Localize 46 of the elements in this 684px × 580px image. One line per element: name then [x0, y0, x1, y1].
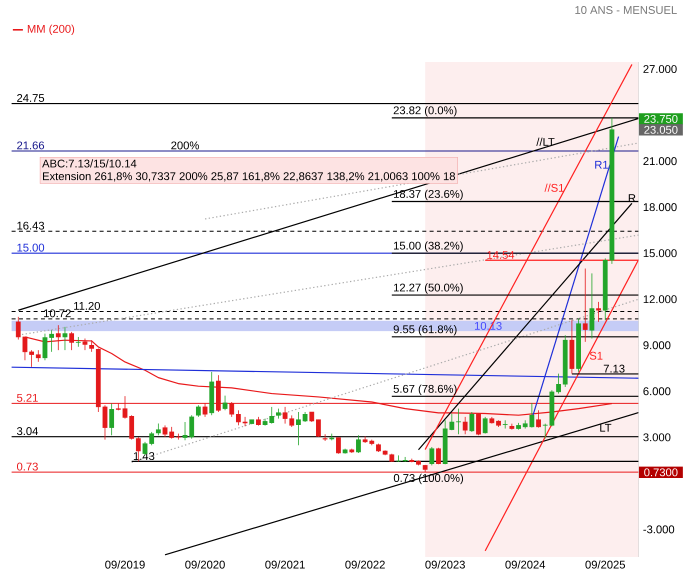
series-label: //LT [536, 138, 555, 146]
ref-line-label: 0.73 [16, 462, 38, 471]
y-tick-label: 21.000 [643, 157, 677, 166]
y-tick-label: 12.000 [644, 295, 677, 304]
series-label: //S1 [544, 184, 564, 192]
annotation: 200% [171, 141, 199, 150]
ref-line-label: 16.43 [17, 222, 44, 230]
x-tick-label: 09/2023 [425, 560, 465, 569]
series-label: 18.37 (23.6%) [394, 190, 463, 200]
x-tick-label: 09/2025 [585, 560, 626, 569]
y-tick-label: -3.000 [643, 525, 674, 534]
ref-line-label: 5.21 [16, 394, 38, 402]
x-tick-label: 09/2022 [345, 560, 385, 569]
text: 10 ANS - MENSUEL [575, 6, 677, 14]
series-label: 12.27 (50.0%) [394, 283, 463, 294]
x-tick-label: 09/2020 [185, 560, 225, 569]
y-tick-label: 3.000 [643, 433, 670, 442]
series-label: R1 [595, 160, 608, 169]
series-label: 5.67 (78.6%) [394, 384, 457, 395]
ref-line-label: 24.75 [17, 94, 44, 102]
series-label: S1 [590, 352, 602, 360]
series-label: 7.13 [604, 364, 625, 373]
ref-line-label: 21.66 [17, 141, 44, 150]
y-tick-label: 15.000 [644, 249, 677, 258]
ref-line-label: 3.04 [16, 427, 38, 436]
ref-line-label: 15.00 [17, 244, 44, 252]
text: 23.050 [644, 126, 678, 134]
annotation: 0.73 (100.0%) [394, 474, 464, 484]
y-tick-label: 18.000 [644, 203, 677, 212]
series-label: 15.00 (38.2%) [394, 241, 463, 252]
annotation: Extension 261,8% 30,7337 200% 25,87 161,8% 22,8637 138,2% 21,0063 100% 18 [43, 172, 456, 182]
x-tick-label: 09/2021 [265, 560, 305, 569]
y-tick-label: 27.000 [643, 65, 677, 74]
ref-line-label: 10.72 [44, 309, 71, 318]
series-label: LT [600, 424, 612, 432]
text: 0.7300 [644, 468, 678, 476]
annotation: ABC:7.13/15/10.14 [42, 159, 136, 168]
series-label: 9.55 (61.8%) [394, 325, 457, 336]
ref-line-label: 11.20 [74, 302, 100, 310]
series-label: 23.82 (0.0%) [394, 106, 457, 117]
x-tick-label: 09/2024 [505, 560, 546, 569]
legend-label: MM (200) [28, 24, 74, 36]
x-tick-label: 09/2019 [105, 560, 145, 569]
y-tick-label: 6.000 [643, 387, 670, 396]
y-tick-label: 9.000 [643, 341, 670, 350]
text: 23.750 [644, 114, 678, 123]
